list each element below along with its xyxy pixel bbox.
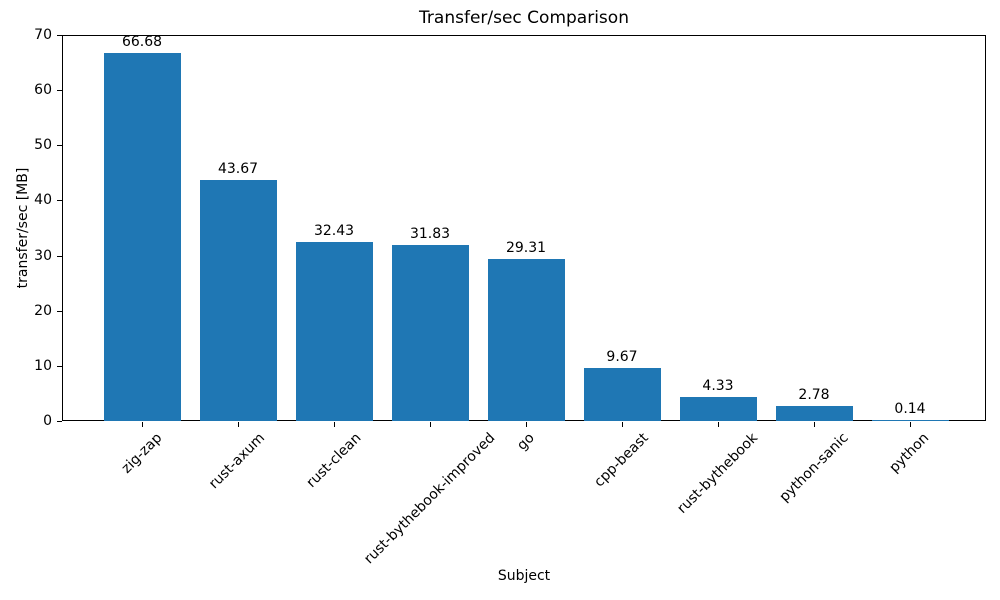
bar-value-label: 4.33 <box>702 378 734 394</box>
x-tick-label: rust-clean <box>303 430 365 491</box>
bar <box>775 406 853 421</box>
bar-value-label: 9.67 <box>606 349 638 365</box>
bar <box>391 245 469 421</box>
x-tick-label: cpp-beast <box>591 430 653 491</box>
x-tick-label: rust-bythebook-improved <box>361 430 499 568</box>
y-tick-label: 50 <box>34 137 52 153</box>
y-tick-mark <box>57 200 62 201</box>
bar-value-label: 0.14 <box>894 401 926 417</box>
x-tick-mark <box>334 422 335 427</box>
bar <box>199 180 277 421</box>
y-tick-label: 70 <box>34 27 52 43</box>
bar-value-label: 31.83 <box>409 226 451 242</box>
bar-value-label: 2.78 <box>798 387 830 403</box>
x-tick-mark <box>622 422 623 427</box>
bar-value-label: 29.31 <box>505 240 547 256</box>
chart-title: Transfer/sec Comparison <box>419 8 629 28</box>
y-tick-label: 10 <box>34 358 52 374</box>
y-tick-mark <box>57 311 62 312</box>
y-axis-label: transfer/sec [MB] <box>15 167 31 289</box>
x-tick-mark <box>238 422 239 427</box>
y-tick-mark <box>57 90 62 91</box>
x-tick-mark <box>814 422 815 427</box>
x-tick-mark <box>718 422 719 427</box>
y-tick-label: 40 <box>34 192 52 208</box>
x-tick-label: rust-bythebook <box>674 430 761 517</box>
bar-value-label: 32.43 <box>313 223 355 239</box>
x-tick-label: python <box>886 430 933 476</box>
bar <box>295 242 373 421</box>
bar-value-label: 43.67 <box>217 161 259 177</box>
y-tick-label: 0 <box>43 413 52 429</box>
bar <box>103 53 181 421</box>
y-tick-mark <box>57 256 62 257</box>
x-tick-mark <box>142 422 143 427</box>
x-tick-mark <box>910 422 911 427</box>
x-tick-label: go <box>514 430 538 454</box>
x-tick-label: python-sanic <box>776 430 852 506</box>
x-tick-mark <box>526 422 527 427</box>
bar <box>583 368 661 421</box>
y-tick-mark <box>57 145 62 146</box>
y-tick-mark <box>57 421 62 422</box>
x-axis-label: Subject <box>497 568 551 584</box>
bar-value-label: 66.68 <box>121 34 163 50</box>
bar <box>679 397 757 421</box>
y-tick-label: 20 <box>34 303 52 319</box>
y-tick-mark <box>57 366 62 367</box>
bar <box>487 259 565 421</box>
y-tick-label: 30 <box>34 248 52 264</box>
y-tick-mark <box>57 35 62 36</box>
x-tick-label: rust-axum <box>206 430 269 493</box>
y-tick-label: 60 <box>34 82 52 98</box>
x-tick-label: zig-zap <box>118 430 165 477</box>
bar <box>871 420 949 421</box>
x-tick-mark <box>430 422 431 427</box>
